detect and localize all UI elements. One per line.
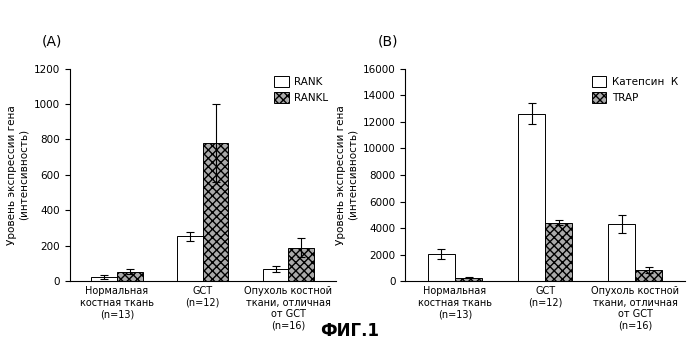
Bar [263,269,289,281]
Bar [117,272,143,281]
Bar [545,223,572,281]
Text: (В): (В) [377,34,398,48]
Legend: RANK, RANKL: RANK, RANKL [272,74,331,105]
Bar [518,114,545,281]
Text: ФИГ.1: ФИГ.1 [320,322,379,340]
Bar [455,277,482,281]
Legend: Катепсин  К, TRAP: Катепсин К, TRAP [590,74,680,105]
Y-axis label: Уровень экспрессии гена
(интенсивность): Уровень экспрессии гена (интенсивность) [336,105,357,245]
Bar [428,254,455,281]
Bar [608,224,635,281]
Bar [203,143,229,281]
Y-axis label: Уровень экспрессии гена
(интенсивность): Уровень экспрессии гена (интенсивность) [7,105,29,245]
Bar [635,270,663,281]
Bar [92,277,117,281]
Text: (А): (А) [42,34,62,48]
Bar [289,248,314,281]
Bar [177,236,203,281]
